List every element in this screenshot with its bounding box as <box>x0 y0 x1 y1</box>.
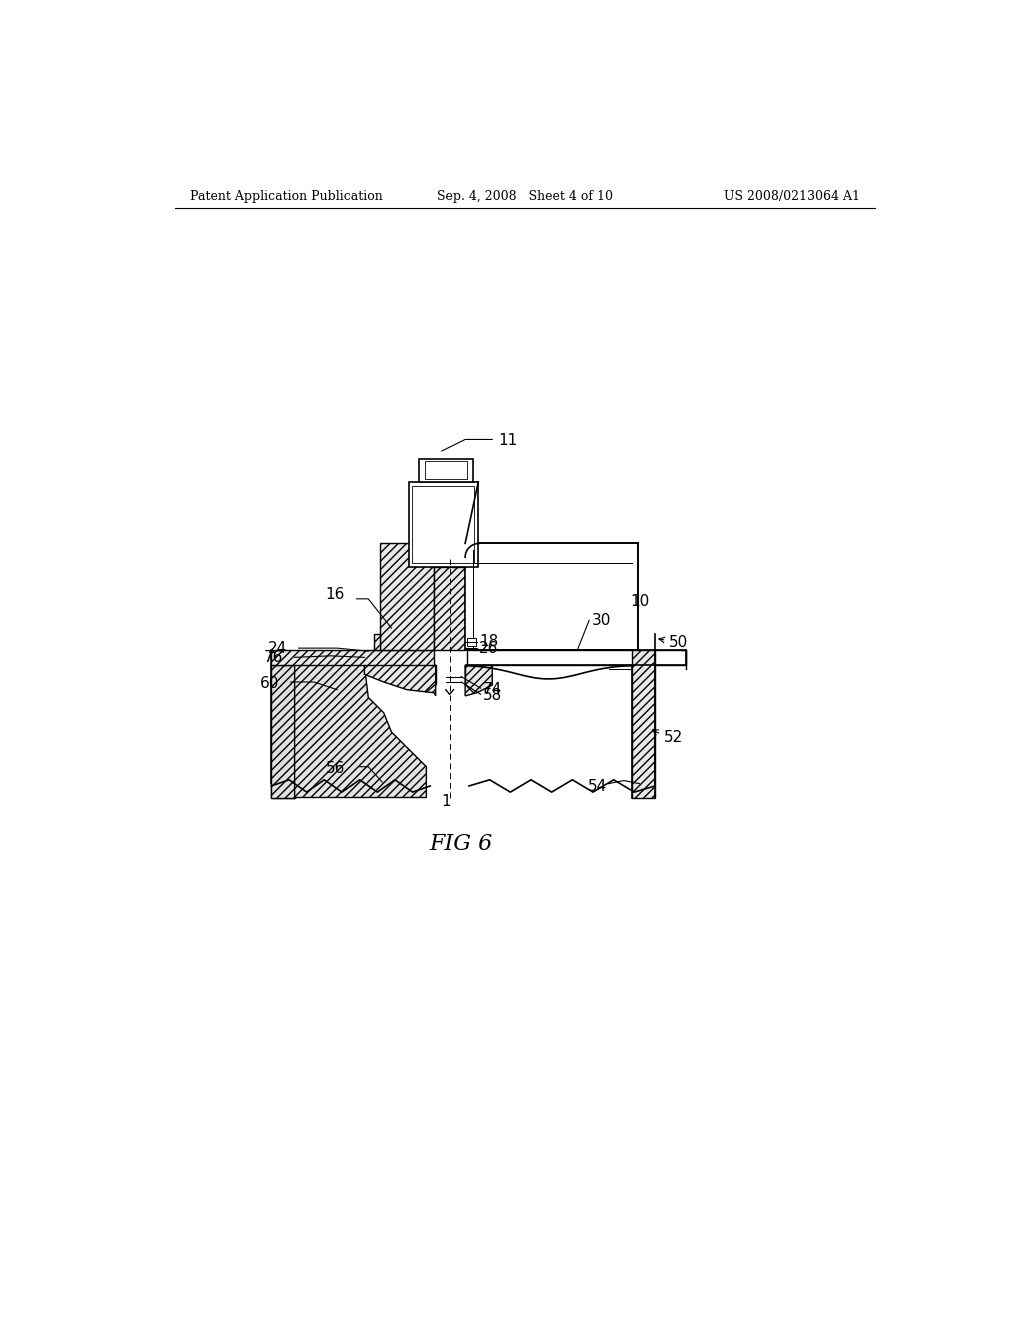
Text: 76: 76 <box>263 649 283 665</box>
Polygon shape <box>271 665 295 797</box>
Text: 74: 74 <box>483 682 502 697</box>
Text: 52: 52 <box>665 730 684 744</box>
Text: 54: 54 <box>588 779 607 795</box>
Text: 10: 10 <box>630 594 649 609</box>
Text: 26: 26 <box>479 642 499 656</box>
Text: 24: 24 <box>267 640 287 656</box>
Bar <box>419 459 473 482</box>
Bar <box>425 461 467 479</box>
Text: 11: 11 <box>499 433 518 449</box>
Bar <box>409 482 478 566</box>
Text: 58: 58 <box>483 688 502 704</box>
Bar <box>465 544 638 649</box>
Polygon shape <box>295 665 435 696</box>
Bar <box>413 486 474 562</box>
Polygon shape <box>465 665 493 696</box>
Polygon shape <box>271 665 295 797</box>
Bar <box>467 649 686 665</box>
Polygon shape <box>380 544 434 649</box>
Text: 60: 60 <box>260 676 280 692</box>
Polygon shape <box>271 649 434 665</box>
Polygon shape <box>632 649 655 797</box>
Text: 50: 50 <box>669 635 688 651</box>
Polygon shape <box>374 635 380 649</box>
Bar <box>467 638 476 645</box>
Text: Sep. 4, 2008   Sheet 4 of 10: Sep. 4, 2008 Sheet 4 of 10 <box>437 190 612 203</box>
Text: 30: 30 <box>592 612 611 628</box>
Polygon shape <box>434 566 465 649</box>
Polygon shape <box>295 665 426 797</box>
Text: FIG 6: FIG 6 <box>430 833 493 855</box>
Text: 1: 1 <box>441 793 451 809</box>
Text: 16: 16 <box>326 586 345 602</box>
Text: Patent Application Publication: Patent Application Publication <box>190 190 383 203</box>
Text: 56: 56 <box>326 760 345 776</box>
Text: 18: 18 <box>479 635 499 649</box>
Text: US 2008/0213064 A1: US 2008/0213064 A1 <box>724 190 859 203</box>
